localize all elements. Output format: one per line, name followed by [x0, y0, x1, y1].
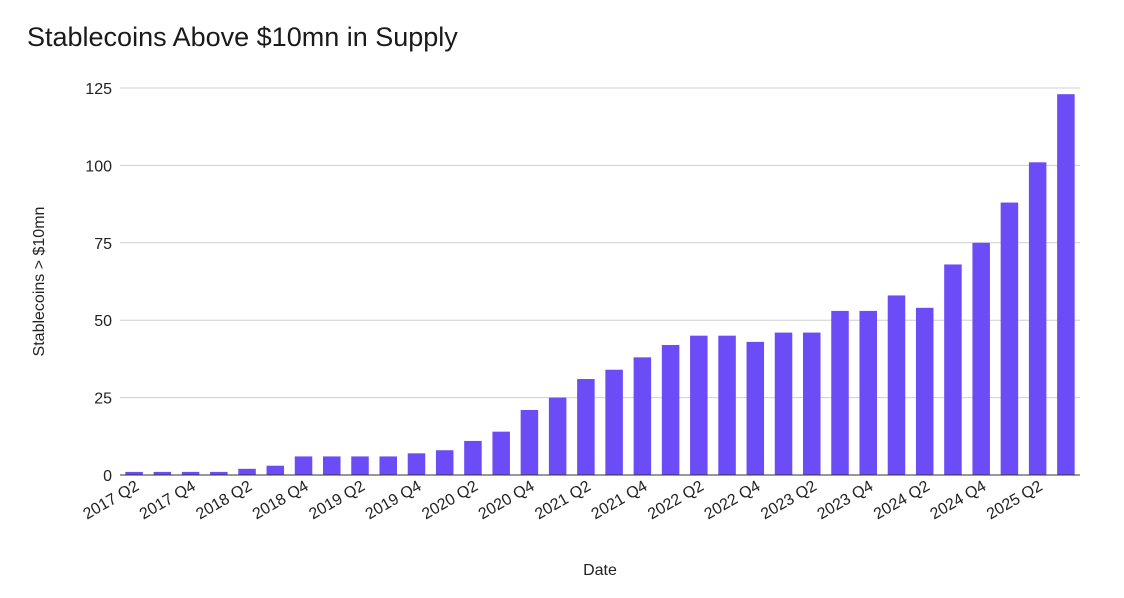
- x-tick-label: 2019 Q4: [363, 478, 425, 523]
- bar: 2022 Q3: 45: [718, 335, 736, 475]
- y-tick-label: 0: [103, 468, 112, 485]
- x-tick-label: 2020 Q4: [476, 478, 538, 523]
- bar: 2019 Q2: 6: [351, 456, 369, 475]
- bar: 2023 Q3: 53: [831, 310, 849, 475]
- bar: 2018 Q4: 6: [294, 456, 313, 475]
- bar: 2020 Q4: 21: [520, 409, 539, 475]
- bar: 2019 Q1: 6: [323, 456, 341, 475]
- bar: 2019 Q3: 6: [379, 456, 397, 475]
- bar: 2024 Q1: 58: [887, 295, 906, 475]
- x-tick-label: 2019 Q2: [306, 478, 368, 523]
- y-tick-label: 50: [94, 313, 112, 330]
- bar: 2023 Q1: 46: [774, 332, 793, 475]
- bar: 2020 Q3: 14: [492, 431, 510, 475]
- x-tick-label: 2018 Q4: [250, 478, 312, 523]
- x-tick-label: 2024 Q4: [928, 478, 990, 523]
- x-tick-label: 2022 Q4: [702, 478, 764, 523]
- bar: 2020 Q1: 8: [435, 450, 454, 475]
- bar: 2023 Q4: 53: [859, 310, 877, 475]
- bar: 2020 Q2: 11: [464, 440, 482, 475]
- bar: 2023 Q2: 46: [803, 332, 821, 475]
- bar: 2022 Q4: 43: [746, 341, 765, 475]
- y-tick-label: 25: [94, 391, 112, 408]
- bar: 2018 Q1: 1: [210, 471, 228, 475]
- bar: 2022 Q1: 42: [661, 344, 680, 475]
- y-tick-label: 125: [85, 81, 112, 98]
- bar: 2024 Q2: 54: [915, 307, 934, 475]
- x-tick-label: 2025 Q2: [984, 478, 1046, 523]
- bar: 2019 Q4: 7: [407, 453, 426, 475]
- chart-title: Stablecoins Above $10mn in Supply: [27, 22, 458, 52]
- x-tick-label: 2023 Q2: [758, 478, 820, 523]
- gridlines: [120, 87, 1080, 399]
- bar: 2025 Q2: 101: [1028, 162, 1047, 475]
- x-tick-label: 2022 Q2: [645, 478, 707, 523]
- bar: 2025 Q1: 88: [1000, 202, 1019, 475]
- bar: 2021 Q3: 34: [605, 369, 623, 475]
- bar: 2025 Q3: 123: [1057, 94, 1075, 475]
- bar: 2021 Q4: 38: [633, 357, 652, 475]
- bar: 2024 Q4: 75: [972, 242, 990, 475]
- x-tick-label: 2017 Q4: [137, 478, 199, 523]
- bar: 2024 Q3: 68: [944, 264, 962, 475]
- x-tick-label: 2018 Q2: [193, 478, 255, 523]
- x-tick-label: 2021 Q4: [589, 478, 651, 523]
- y-tick-label: 100: [85, 158, 112, 175]
- bar: 2018 Q2: 2: [238, 468, 256, 475]
- y-axis-label: Stablecoins > $10mn: [31, 207, 48, 357]
- x-tick-label: 2021 Q2: [532, 478, 594, 523]
- y-tick-label: 75: [94, 236, 112, 253]
- y-tick-labels: 0 25 50 75 100 125: [85, 81, 112, 485]
- bars: 2017 Q2: 1 2017 Q3: 1 2017 Q4: 1 2018 Q1: 1…: [125, 94, 1075, 475]
- bar: 2021 Q2: 31: [577, 379, 595, 475]
- x-tick-label: 2023 Q4: [815, 478, 877, 523]
- x-tick-label: 2024 Q2: [871, 478, 933, 523]
- bar: 2017 Q2: 1: [125, 471, 143, 475]
- x-axis-label: Date: [583, 562, 617, 579]
- bar: 2021 Q1: 25: [548, 397, 567, 475]
- bar: 2018 Q3: 3: [266, 465, 285, 475]
- bar: 2017 Q4: 1: [181, 471, 200, 475]
- x-tick-label: 2020 Q2: [419, 478, 481, 523]
- bar: 2017 Q3: 1: [153, 471, 172, 475]
- bar: 2022 Q2: 45: [690, 335, 708, 475]
